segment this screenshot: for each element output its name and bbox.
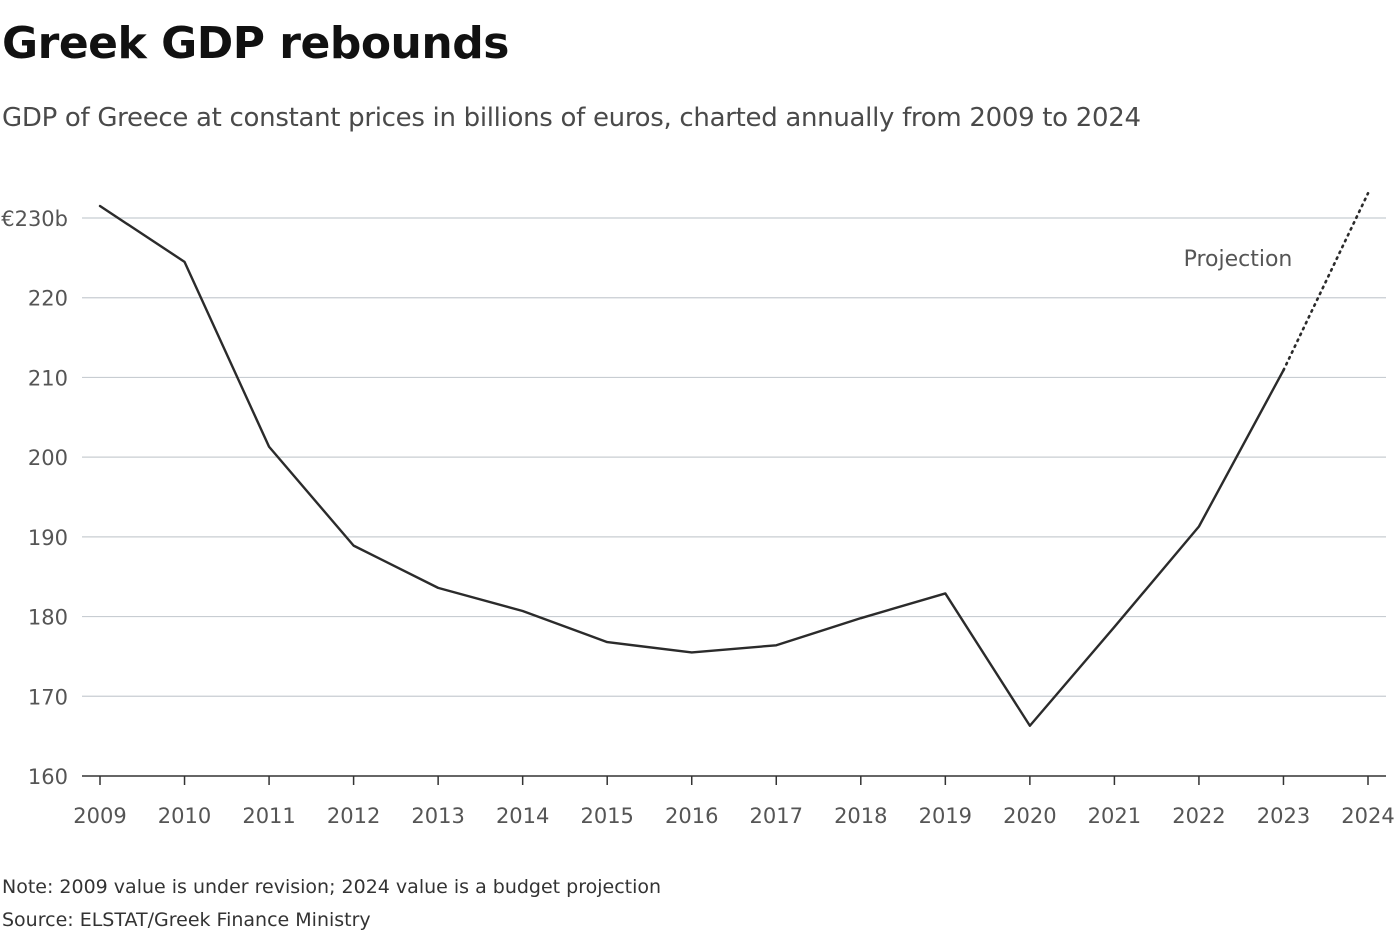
gridlines [82,217,1386,697]
gdp-series [98,191,1370,727]
chart-subtitle: GDP of Greece at constant prices in bill… [2,103,1141,133]
x-tick-label-2021: 2021 [1088,804,1141,828]
y-tick-label-170: 170 [28,685,68,709]
y-tick-label-200: 200 [28,446,68,470]
y-tick-label-210: 210 [28,366,68,390]
chart-title: Greek GDP rebounds [2,18,509,69]
gdp-line-projection [1282,191,1370,372]
gdp-line-actual [98,204,1285,727]
x-axis: 2009 2010 2011 2012 2013 2014 2015 2016 2017 2018… [73,775,1395,828]
y-tick-label-180: 180 [28,606,68,630]
x-tick-label-2020: 2020 [1003,804,1056,828]
y-tick-label-230: €230b [1,207,68,231]
y-axis-ticks: 160 170 180 190 200 210 220 €230b [1,207,68,789]
x-tick-label-2018: 2018 [834,804,887,828]
x-tick-label-2023: 2023 [1257,804,1310,828]
annotations: Projection [1184,247,1293,272]
x-tick-label-2014: 2014 [496,804,549,828]
x-tick-label-2013: 2013 [411,804,464,828]
chart-source: Source: ELSTAT/Greek Finance Ministry [2,909,371,931]
projection-label: Projection [1184,247,1293,272]
x-tick-label-2011: 2011 [242,804,295,828]
x-tick-label-2015: 2015 [580,804,633,828]
x-tick-label-2009: 2009 [73,804,126,828]
y-tick-label-220: 220 [28,287,68,311]
x-tick-label-2012: 2012 [327,804,380,828]
chart-note: Note: 2009 value is under revision; 2024… [2,876,662,898]
x-tick-label-2022: 2022 [1172,804,1225,828]
y-tick-label-160: 160 [28,765,68,789]
x-tick-label-2017: 2017 [750,804,803,828]
x-tick-label-2010: 2010 [158,804,211,828]
x-tick-label-2016: 2016 [665,804,718,828]
y-tick-label-190: 190 [28,526,68,550]
x-tick-label-2019: 2019 [919,804,972,828]
x-tick-label-2024: 2024 [1341,804,1394,828]
